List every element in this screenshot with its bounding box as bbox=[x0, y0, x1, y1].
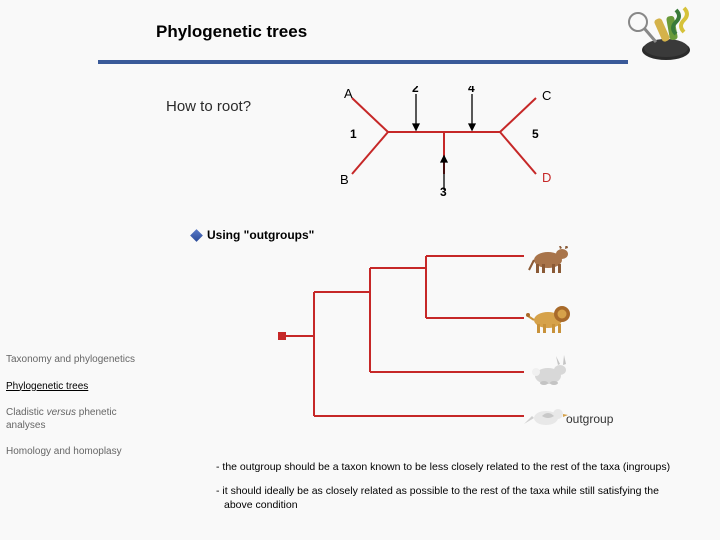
sidebar-item-cladistic[interactable]: Cladistic versus phenetic analyses bbox=[6, 407, 146, 432]
sidebar-item-label-pre: Cladistic bbox=[6, 407, 47, 418]
branch-4: 4 bbox=[468, 86, 475, 95]
sidebar-item-phylo-trees[interactable]: Phylogenetic trees bbox=[6, 381, 146, 394]
branch-1: 1 bbox=[350, 127, 357, 141]
tip-rabbit bbox=[532, 355, 566, 385]
leaf-C: C bbox=[542, 88, 551, 103]
leaf-B: B bbox=[340, 172, 349, 187]
sidebar-item-label-italic: versus bbox=[47, 407, 76, 418]
tip-lion bbox=[526, 306, 570, 333]
bullet-text: Using "outgroups" bbox=[207, 228, 314, 242]
unrooted-tree-diagram: A B C D 1 2 3 4 5 bbox=[332, 86, 558, 198]
leaf-A: A bbox=[344, 86, 353, 101]
tip-bird bbox=[524, 409, 568, 425]
sidebar-item-homology[interactable]: Homology and homoplasy bbox=[6, 446, 146, 459]
title-area: Phylogenetic trees bbox=[156, 22, 307, 42]
leaf-D: D bbox=[542, 170, 551, 185]
subheading: How to root? bbox=[166, 98, 251, 115]
page-title: Phylogenetic trees bbox=[156, 22, 307, 42]
note-2: - it should ideally be as closely relate… bbox=[216, 484, 690, 512]
sidebar-nav: Taxonomy and phylogenetics Phylogenetic … bbox=[6, 354, 146, 473]
tip-donkey bbox=[529, 246, 568, 273]
note-1: - the outgroup should be a taxon known t… bbox=[216, 460, 690, 474]
outgroup-label: outgroup bbox=[566, 412, 613, 426]
branch-5: 5 bbox=[532, 127, 539, 141]
sidebar-item-taxonomy[interactable]: Taxonomy and phylogenetics bbox=[6, 354, 146, 367]
bullet-row: Using "outgroups" bbox=[192, 228, 314, 242]
notes-block: - the outgroup should be a taxon known t… bbox=[216, 460, 690, 523]
branch-2: 2 bbox=[412, 86, 419, 95]
rooted-tree-diagram bbox=[276, 246, 592, 432]
branch-3: 3 bbox=[440, 185, 447, 198]
diamond-bullet-icon bbox=[190, 229, 203, 242]
title-rule bbox=[98, 60, 628, 64]
corner-art bbox=[622, 6, 702, 66]
